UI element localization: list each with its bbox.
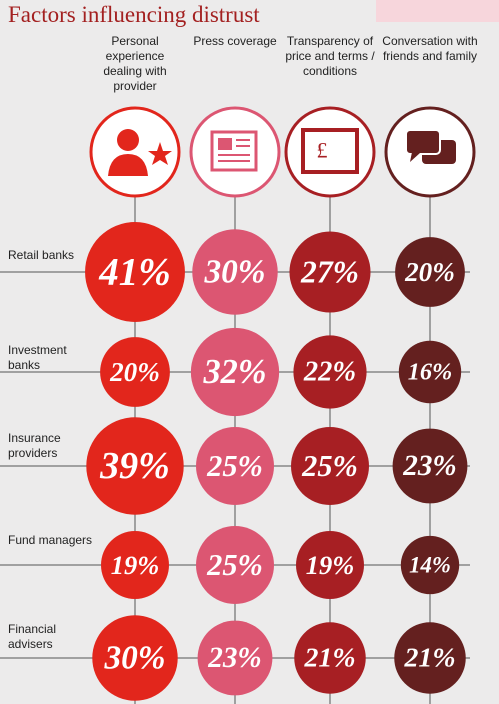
bubble bbox=[190, 327, 280, 417]
bubble bbox=[293, 335, 367, 409]
value-label: 25% bbox=[206, 449, 263, 483]
value-label: 25% bbox=[206, 548, 263, 582]
bubble bbox=[197, 620, 273, 696]
value-label: 23% bbox=[207, 642, 262, 674]
icon-paper bbox=[210, 130, 258, 172]
value-label: 20% bbox=[404, 257, 455, 287]
icon-price bbox=[301, 128, 359, 174]
bubble bbox=[394, 622, 466, 694]
bubble bbox=[291, 427, 369, 505]
icon-pound: £ bbox=[317, 138, 328, 163]
value-label: 16% bbox=[408, 359, 453, 386]
value-label: 19% bbox=[111, 550, 160, 580]
bubble bbox=[196, 427, 274, 505]
value-label: 39% bbox=[99, 445, 170, 487]
bubble bbox=[100, 337, 170, 407]
column-header: Press coverage bbox=[193, 34, 277, 48]
bubble bbox=[398, 340, 462, 404]
value-label: 23% bbox=[402, 450, 457, 482]
column-header: Personal experience dealing with provide… bbox=[103, 34, 167, 93]
bubble bbox=[192, 229, 278, 315]
icon-person bbox=[117, 129, 139, 151]
icon-circle bbox=[284, 106, 376, 198]
value-label: 21% bbox=[403, 643, 455, 674]
row-label: Retail banks bbox=[8, 248, 75, 262]
icon-person bbox=[108, 154, 148, 176]
icon-bubble bbox=[405, 129, 441, 155]
value-label: 25% bbox=[301, 449, 358, 483]
icon-paper bbox=[218, 139, 250, 162]
bubble bbox=[294, 622, 366, 694]
bubble bbox=[101, 531, 169, 599]
row-label: Investment banks bbox=[8, 343, 67, 372]
value-label: 14% bbox=[409, 553, 451, 578]
value-label: 32% bbox=[202, 353, 266, 391]
icon-bubble bbox=[410, 152, 420, 162]
bubble bbox=[296, 531, 364, 599]
value-label: 30% bbox=[203, 254, 265, 291]
value-label: 30% bbox=[103, 640, 165, 677]
value-label: 21% bbox=[303, 643, 355, 674]
row-label: Fund managers bbox=[8, 533, 93, 547]
icons: £ bbox=[89, 106, 476, 198]
bubble bbox=[289, 231, 371, 313]
value-label: 22% bbox=[303, 357, 356, 388]
row-label: Insurance providers bbox=[8, 431, 61, 460]
decor-band bbox=[376, 0, 499, 22]
icon-circle bbox=[189, 106, 281, 198]
bubble bbox=[196, 526, 274, 604]
bubble bbox=[86, 417, 184, 515]
value-label: 20% bbox=[109, 357, 160, 387]
icon-paper bbox=[218, 138, 232, 150]
bubble bbox=[92, 615, 178, 701]
bubble bbox=[392, 428, 468, 504]
column-header: Transparency of price and terms / condit… bbox=[285, 34, 375, 78]
chart-title: Factors influencing distrust bbox=[8, 2, 260, 27]
bubble bbox=[85, 222, 185, 322]
row-label: Financial advisers bbox=[8, 622, 57, 651]
icon-star bbox=[148, 142, 172, 165]
value-label: 41% bbox=[98, 251, 171, 294]
value-label: 27% bbox=[300, 255, 359, 290]
value-label: 19% bbox=[306, 550, 355, 580]
column-header: Conversation with friends and family bbox=[382, 34, 478, 63]
bubble bbox=[395, 237, 465, 307]
bubble bbox=[400, 535, 460, 595]
